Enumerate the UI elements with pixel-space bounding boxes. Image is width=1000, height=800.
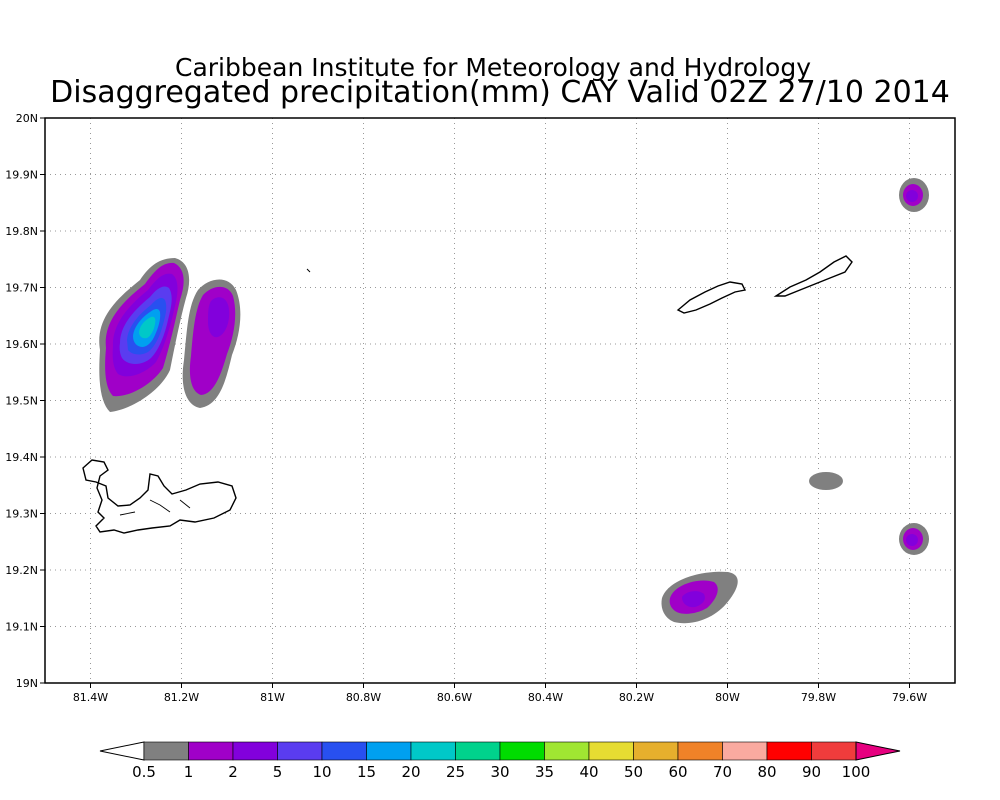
x-tick-label: 81.2W — [164, 691, 199, 704]
colorbar-swatch — [143, 741, 189, 761]
y-axis-ticks: 19N 19.1N 19.2N 19.3N 19.4N 19.5N 19.6N 19.7N 19… — [5, 112, 45, 690]
x-tick-label: 80.2W — [619, 691, 654, 704]
colorbar-label: 25 — [446, 763, 465, 781]
colorbar-swatch — [633, 741, 679, 761]
precip-cell-east — [899, 523, 929, 555]
y-tick-label: 19.2N — [5, 564, 38, 577]
cayman-brac-outline — [773, 255, 853, 297]
grid-lines — [45, 118, 955, 683]
x-tick-label: 79.8W — [801, 691, 836, 704]
x-tick-label: 81W — [260, 691, 285, 704]
colorbar-label: 70 — [713, 763, 732, 781]
colorbar-swatch — [188, 741, 234, 761]
colorbar-swatch — [722, 741, 768, 761]
colorbar-label: 60 — [668, 763, 687, 781]
colorbar-swatch — [588, 741, 634, 761]
y-tick-label: 19.8N — [5, 225, 38, 238]
colorbar-label: 80 — [757, 763, 776, 781]
precip-cell-northeast — [899, 178, 929, 212]
colorbar-swatch — [811, 741, 857, 761]
title-line-1: Caribbean Institute for Meteorology and … — [175, 53, 811, 82]
y-tick-label: 19.7N — [5, 282, 38, 295]
small-cay-mark — [306, 268, 311, 273]
colorbar-arrow-low — [99, 741, 145, 761]
title-line-2: Disaggregated precipitation(mm) CAY Vali… — [50, 75, 950, 110]
y-tick-label: 19.5N — [5, 395, 38, 408]
colorbar-swatch — [499, 741, 545, 761]
colorbar-label: 0.5 — [132, 763, 156, 781]
little-cayman-outline — [676, 281, 747, 314]
colorbar-swatch — [232, 741, 278, 761]
colorbar-swatch — [277, 741, 323, 761]
colorbar-label: 10 — [312, 763, 331, 781]
precip-cell-east-small — [809, 472, 843, 490]
colorbar-label: 20 — [401, 763, 420, 781]
x-tick-label: 80.4W — [528, 691, 563, 704]
y-tick-label: 19.9N — [5, 169, 38, 182]
colorbar-label: 40 — [579, 763, 598, 781]
y-tick-label: 19N — [16, 677, 38, 690]
colorbar-label: 15 — [357, 763, 376, 781]
colorbar-swatch — [677, 741, 723, 761]
y-tick-label: 20N — [16, 112, 38, 125]
x-tick-label: 79.6W — [892, 691, 927, 704]
precip-cell-west-2 — [182, 279, 241, 408]
colorbar: 0.5 1 2 5 10 15 20 25 30 35 40 50 60 70 80 90 100 — [99, 741, 901, 781]
x-axis-ticks: 81.4W 81.2W 81W 80.8W 80.6W 80.4W 80.2W 80W 79.8… — [73, 683, 927, 704]
colorbar-swatch — [766, 741, 812, 761]
grand-cayman-outline — [82, 459, 237, 534]
colorbar-label: 30 — [490, 763, 509, 781]
colorbar-label: 1 — [184, 763, 194, 781]
precip-cell-west — [99, 258, 190, 412]
colorbar-swatch — [410, 741, 456, 761]
colorbar-swatch — [544, 741, 590, 761]
colorbar-swatch — [455, 741, 501, 761]
precip-cell-south — [661, 571, 738, 624]
colorbar-label: 100 — [842, 763, 871, 781]
y-tick-label: 19.4N — [5, 451, 38, 464]
colorbar-swatch — [321, 741, 367, 761]
y-tick-label: 19.1N — [5, 621, 38, 634]
colorbar-arrow-high — [855, 741, 901, 761]
colorbar-label: 50 — [624, 763, 643, 781]
colorbar-label: 2 — [228, 763, 238, 781]
x-tick-label: 81.4W — [73, 691, 108, 704]
x-tick-label: 80.8W — [346, 691, 381, 704]
colorbar-label: 35 — [535, 763, 554, 781]
colorbar-swatch — [366, 741, 412, 761]
y-tick-label: 19.6N — [5, 338, 38, 351]
y-tick-label: 19.3N — [5, 508, 38, 521]
x-tick-label: 80.6W — [437, 691, 472, 704]
colorbar-label: 90 — [802, 763, 821, 781]
x-tick-label: 80W — [715, 691, 740, 704]
colorbar-label: 5 — [273, 763, 283, 781]
